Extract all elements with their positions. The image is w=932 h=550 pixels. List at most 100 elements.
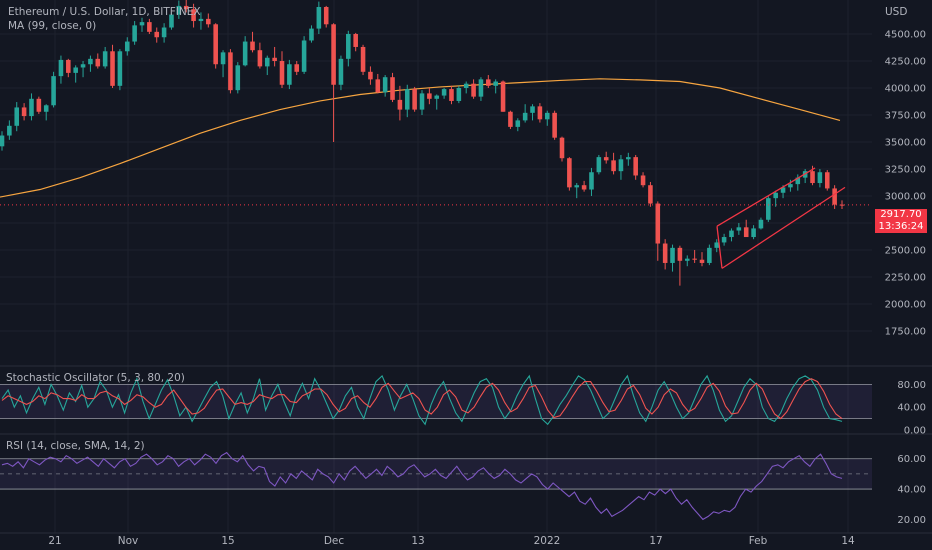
candle-body — [213, 24, 218, 65]
candle-body — [714, 242, 720, 248]
time-tick-label: 21 — [48, 535, 61, 547]
candle-body — [353, 34, 358, 47]
candle-body — [110, 51, 115, 86]
candle-body — [287, 64, 292, 85]
candle-body — [206, 18, 211, 25]
candle-body — [427, 93, 432, 99]
candle-body — [743, 227, 749, 238]
candle-body — [441, 89, 447, 96]
candle-body — [515, 120, 521, 127]
channel-start-line — [716, 226, 723, 269]
candle-body — [66, 59, 71, 73]
price-tick-label: 2500.00 — [885, 246, 926, 257]
candle-body — [117, 51, 123, 86]
time-tick-label: 14 — [841, 535, 855, 547]
candle-body — [375, 79, 381, 93]
candle-body — [707, 247, 712, 263]
channel-lower-line — [721, 186, 846, 269]
candle-body — [522, 112, 528, 121]
candle-body — [147, 22, 152, 32]
candle-body — [242, 41, 248, 66]
candle-body — [14, 107, 20, 126]
candle-body — [537, 106, 543, 120]
candle-body — [500, 81, 506, 112]
candle-body — [699, 259, 705, 263]
candle-body — [338, 58, 344, 85]
candle-body — [824, 172, 830, 189]
stochastic-legend[interactable]: Stochastic Oscillator (5, 3, 80, 20) — [6, 372, 185, 384]
stochastic-pane — [0, 374, 872, 426]
candle-body — [419, 93, 425, 110]
stochastic-tick-label: 80.00 — [897, 380, 926, 391]
price-tick-label: 3000.00 — [885, 192, 926, 203]
candle-body — [36, 98, 42, 112]
candle-body — [102, 51, 108, 67]
price-tick-label: 4000.00 — [885, 84, 926, 95]
countdown-badge: 13:36:24 — [875, 221, 927, 233]
candle-body — [301, 40, 307, 72]
candle-body — [191, 9, 196, 22]
candle-body — [456, 88, 462, 101]
price-channel[interactable] — [716, 167, 846, 269]
candle-body — [736, 227, 742, 231]
candle-body — [692, 258, 697, 260]
time-tick-label: 2022 — [534, 535, 561, 547]
candle-body — [773, 192, 778, 199]
candle-body — [449, 89, 454, 101]
candle-body — [478, 79, 484, 97]
pane-separators[interactable] — [0, 365, 932, 534]
price-axis[interactable]: 1750.002000.002250.002500.002750.003000.… — [885, 30, 926, 526]
time-tick-label: 17 — [649, 535, 662, 547]
stochastic-line — [1, 378, 843, 420]
candle-body — [471, 83, 476, 97]
candle-body — [758, 219, 764, 229]
candle-body — [581, 185, 587, 190]
moving-average-line — [0, 78, 841, 198]
price-tick-label: 3750.00 — [885, 111, 926, 122]
candle-body — [751, 228, 756, 238]
rsi-tick-label: 60.00 — [897, 454, 926, 465]
candle-body — [235, 65, 241, 91]
stochastic-tick-label: 0.00 — [904, 426, 926, 437]
candle-body — [43, 105, 49, 112]
time-axis[interactable]: 21 Nov 15 Dec 13 2022 17 Feb 14 — [48, 535, 855, 547]
rsi-legend[interactable]: RSI (14, close, SMA, 14, 2) — [6, 440, 145, 452]
candle-body — [463, 83, 469, 88]
candle-body — [684, 258, 690, 261]
candle-body — [220, 52, 226, 65]
time-tick-label: Nov — [118, 535, 139, 547]
candle-body — [316, 7, 322, 29]
stochastic-tick-label: 40.00 — [897, 403, 926, 414]
candle-body — [382, 77, 388, 93]
candle-body — [58, 59, 64, 77]
candle-body — [508, 111, 513, 127]
candle-body — [7, 125, 12, 136]
ma-legend[interactable]: MA (99, close, 0) — [8, 20, 97, 32]
candle-body — [412, 89, 417, 110]
candlestick-series — [0, 0, 845, 286]
candle-body — [360, 46, 366, 72]
channel-upper-line — [716, 167, 816, 227]
candle-body — [788, 184, 793, 188]
candle-body — [176, 5, 182, 15]
stochastic-line — [1, 374, 843, 426]
candle-body — [721, 237, 727, 243]
price-tick-label: 1750.00 — [885, 327, 926, 338]
candle-body — [183, 5, 189, 10]
candle-body — [95, 58, 101, 67]
candle-body — [21, 107, 27, 117]
candle-body — [250, 41, 255, 51]
candle-body — [198, 18, 204, 22]
time-tick-label: 15 — [221, 535, 234, 547]
price-tick-label: 4250.00 — [885, 57, 926, 68]
currency-label[interactable]: USD — [885, 6, 908, 18]
candle-body — [309, 28, 314, 41]
candle-body — [29, 98, 34, 117]
candle-body — [780, 187, 786, 193]
price-tick-label: 2000.00 — [885, 300, 926, 311]
rsi-line — [1, 451, 843, 521]
candle-body — [559, 137, 565, 159]
candle-body — [272, 57, 277, 61]
candle-body — [154, 31, 160, 38]
